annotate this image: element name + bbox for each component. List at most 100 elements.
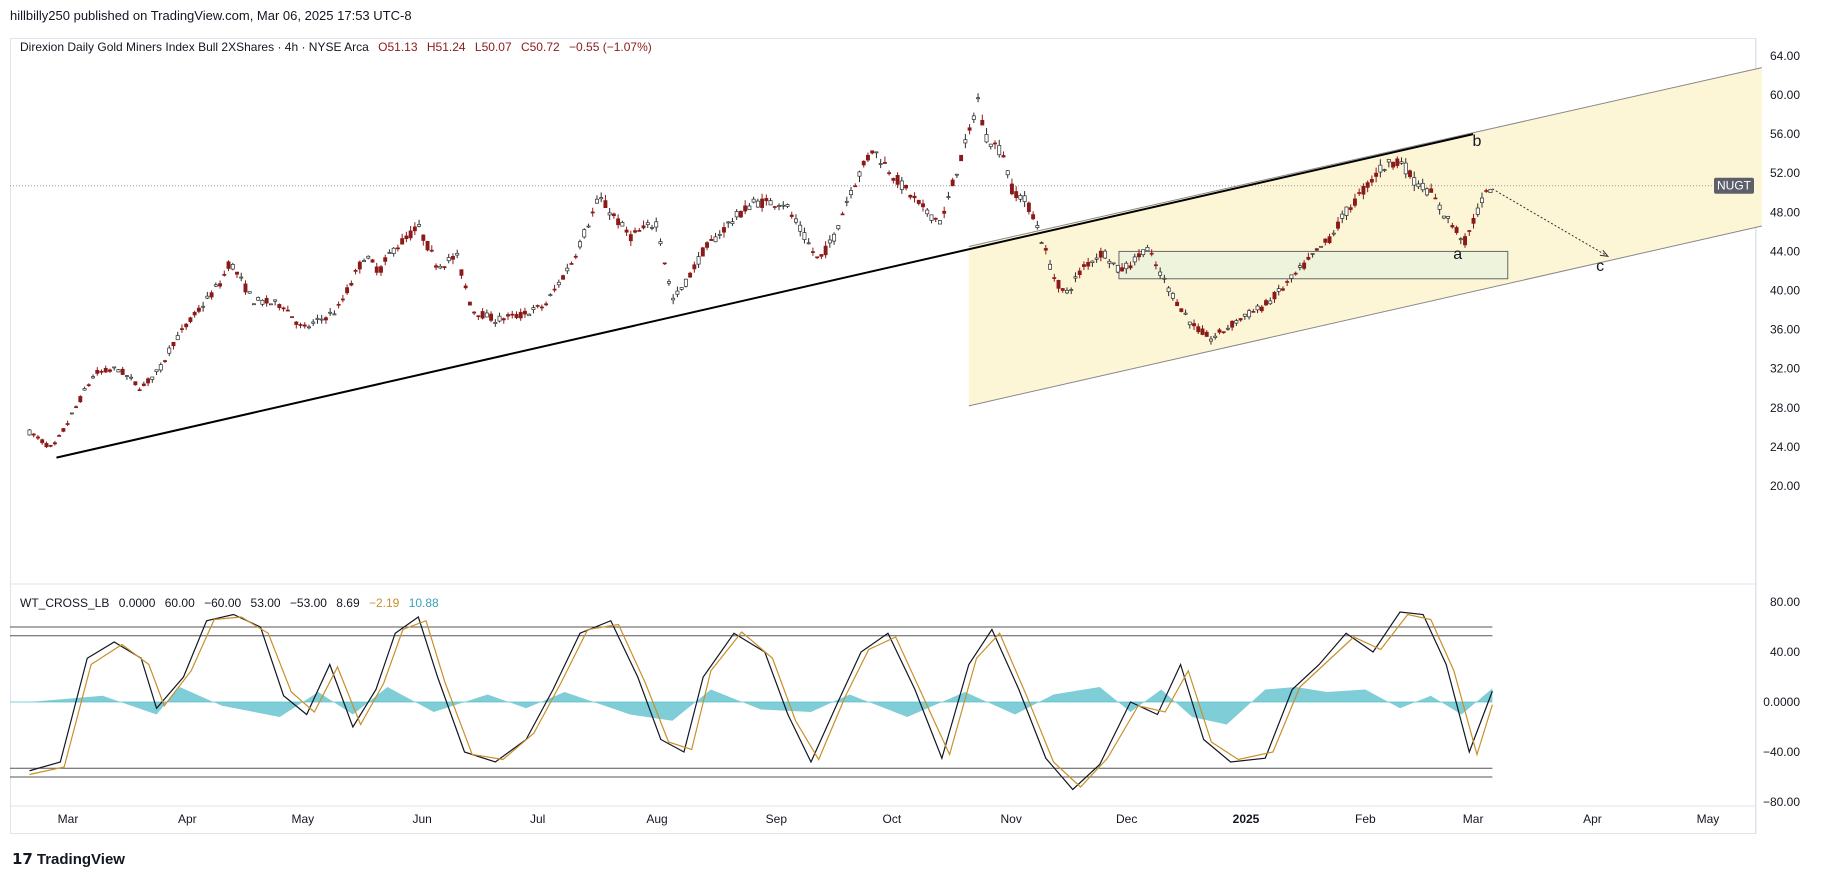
candle bbox=[438, 263, 443, 270]
candle bbox=[1424, 187, 1429, 197]
symbol-legend: Direxion Daily Gold Miners Index Bull 2X… bbox=[20, 40, 658, 54]
candle bbox=[239, 272, 244, 282]
candle bbox=[942, 206, 947, 219]
support-zone[interactable] bbox=[1118, 250, 1509, 280]
candle bbox=[1319, 245, 1324, 248]
candle bbox=[1331, 230, 1336, 237]
candle bbox=[650, 224, 654, 231]
channel-upper-line[interactable] bbox=[968, 67, 1762, 248]
candle bbox=[760, 193, 765, 212]
oscillator-param-4: 53.00 bbox=[250, 596, 281, 610]
candle bbox=[1107, 258, 1112, 269]
candle bbox=[260, 299, 265, 307]
candle bbox=[806, 238, 811, 245]
close-value: C50.72 bbox=[520, 40, 560, 54]
price-axis-label: 36.00 bbox=[1770, 323, 1800, 337]
candle bbox=[1348, 204, 1353, 213]
candle bbox=[552, 284, 557, 293]
candle bbox=[1234, 318, 1239, 327]
candle bbox=[379, 265, 383, 276]
candle bbox=[451, 253, 455, 265]
price-axis-label: 32.00 bbox=[1770, 362, 1800, 376]
candle bbox=[86, 383, 91, 387]
wt-histogram bbox=[29, 687, 1493, 725]
candle bbox=[751, 196, 756, 204]
candle bbox=[277, 303, 282, 311]
tradingview-logo[interactable]: 𝟭𝟳 TradingView bbox=[12, 850, 125, 868]
candle bbox=[459, 269, 464, 279]
candle bbox=[1060, 288, 1065, 293]
candle bbox=[531, 304, 536, 314]
candle bbox=[810, 247, 815, 256]
candle bbox=[1111, 262, 1116, 266]
candle bbox=[1433, 193, 1438, 200]
parallel-channel[interactable] bbox=[968, 67, 1762, 406]
candle bbox=[764, 194, 769, 206]
candle bbox=[603, 194, 608, 209]
candle bbox=[1306, 252, 1311, 261]
projection-arrowhead bbox=[1599, 249, 1610, 257]
candle bbox=[1463, 233, 1467, 248]
price-axis-label: 24.00 bbox=[1770, 440, 1800, 454]
candle bbox=[175, 331, 180, 341]
candle bbox=[1365, 180, 1370, 193]
candle bbox=[1386, 159, 1391, 168]
candle bbox=[1344, 206, 1349, 220]
candle bbox=[1056, 279, 1061, 293]
time-axis-label: Aug bbox=[646, 812, 667, 826]
candle bbox=[624, 226, 629, 236]
candle bbox=[785, 203, 790, 209]
candle bbox=[1268, 297, 1273, 306]
candle bbox=[290, 316, 295, 318]
candle bbox=[69, 412, 74, 415]
candle bbox=[374, 262, 379, 276]
candle bbox=[1052, 273, 1057, 282]
candle bbox=[607, 207, 612, 221]
time-axis-label: Mar bbox=[58, 812, 79, 826]
tradingview-brand: TradingView bbox=[36, 851, 125, 868]
time-axis-label: May bbox=[1697, 812, 1720, 826]
candle bbox=[849, 187, 853, 199]
candle bbox=[675, 286, 680, 298]
candle bbox=[1247, 308, 1252, 320]
candle bbox=[904, 184, 909, 191]
rising-trendline[interactable] bbox=[56, 133, 1474, 459]
candle bbox=[645, 219, 650, 229]
candle bbox=[65, 420, 70, 427]
publish-attribution: hillbilly250 published on TradingView.co… bbox=[10, 8, 412, 23]
candle bbox=[91, 374, 95, 379]
candle bbox=[1259, 304, 1264, 313]
candle bbox=[1213, 332, 1218, 340]
candle bbox=[1031, 211, 1036, 221]
candle bbox=[658, 238, 663, 246]
candle bbox=[726, 221, 731, 228]
candle bbox=[1217, 327, 1222, 335]
candle bbox=[391, 247, 396, 257]
candle bbox=[154, 369, 159, 376]
oscillator-param-3: −60.00 bbox=[204, 596, 242, 610]
price-axis-label: 28.00 bbox=[1770, 401, 1800, 415]
candle bbox=[1132, 253, 1137, 266]
candle bbox=[1272, 291, 1277, 303]
candle bbox=[192, 310, 197, 318]
symbol-price-tag bbox=[1714, 177, 1754, 194]
candle bbox=[654, 217, 659, 232]
candle bbox=[247, 291, 252, 294]
channel-lower-line[interactable] bbox=[968, 225, 1762, 407]
candle bbox=[36, 434, 40, 440]
candle bbox=[1297, 262, 1302, 271]
wave-label-c: c bbox=[1596, 258, 1604, 275]
candle bbox=[1115, 264, 1120, 274]
candle bbox=[1369, 175, 1374, 186]
candle bbox=[95, 367, 100, 376]
candle bbox=[484, 309, 489, 318]
candle bbox=[921, 199, 925, 212]
candle bbox=[362, 258, 366, 263]
candle bbox=[666, 279, 671, 286]
candle bbox=[1014, 186, 1019, 202]
candle bbox=[705, 241, 709, 251]
candle bbox=[421, 234, 426, 246]
candle bbox=[692, 261, 697, 273]
candlestick-series[interactable] bbox=[27, 93, 1493, 449]
